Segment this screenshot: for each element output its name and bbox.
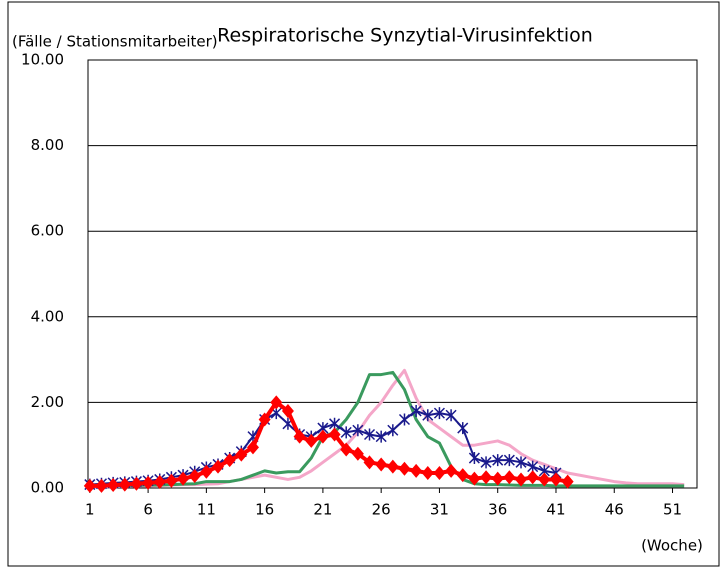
diamond-marker [107, 478, 120, 493]
diamond-marker [515, 472, 528, 487]
diamond-marker [328, 427, 341, 442]
star-marker [503, 454, 515, 467]
x-tick-label: 46 [605, 501, 624, 519]
y-tick-label: 4.00 [31, 307, 64, 325]
diamond-marker [456, 468, 469, 483]
diamond-marker [83, 478, 96, 493]
series-line [89, 370, 685, 488]
x-tick-label: 11 [197, 501, 216, 519]
diamond-marker [421, 466, 434, 481]
diamond-marker [270, 395, 283, 410]
diamond-marker [480, 470, 493, 485]
star-marker [410, 404, 422, 417]
diamond-marker [293, 429, 306, 444]
star-marker [480, 456, 492, 469]
diamond-marker [200, 464, 213, 479]
y-tick-label: 10.00 [21, 51, 64, 69]
diamond-marker [468, 471, 481, 486]
diamond-marker [363, 455, 376, 470]
diamond-marker [177, 471, 190, 486]
diamond-marker [223, 453, 236, 468]
y-tick-label: 0.00 [31, 479, 64, 497]
diamond-marker [386, 459, 399, 474]
diamond-marker [526, 470, 539, 485]
diamond-marker [212, 459, 225, 474]
y-axis-label: (Fälle / Stationsmitarbeiter) [12, 33, 218, 51]
diamond-marker [188, 469, 201, 484]
star-marker [515, 456, 527, 469]
star-marker [422, 409, 434, 422]
diamond-marker [142, 475, 155, 490]
x-tick-label: 1 [85, 501, 95, 519]
diamond-marker [235, 447, 248, 462]
diamond-marker [503, 470, 516, 485]
star-marker [363, 428, 376, 441]
x-tick-label: 51 [663, 501, 682, 519]
diamond-marker [340, 442, 353, 457]
plot-area [87, 59, 698, 489]
diamond-marker [410, 463, 423, 478]
diamond-marker [118, 477, 131, 492]
y-tick-label: 6.00 [31, 222, 64, 240]
diamond-marker [538, 472, 551, 487]
diamond-marker [130, 476, 143, 491]
diamond-marker [433, 466, 446, 481]
x-tick-label: 6 [143, 501, 153, 519]
x-tick-label: 31 [430, 501, 449, 519]
star-marker [398, 413, 411, 426]
star-marker [340, 426, 352, 439]
diamond-marker [153, 475, 166, 490]
diamond-marker [305, 433, 318, 448]
star-marker [457, 422, 469, 435]
star-marker [492, 454, 504, 467]
y-tick-label: 8.00 [31, 136, 64, 154]
star-marker [352, 424, 364, 437]
y-tick-label: 2.00 [31, 393, 64, 411]
x-tick-label: 26 [372, 501, 391, 519]
diamond-marker [316, 429, 329, 444]
diamond-marker [281, 403, 294, 418]
star-marker [387, 424, 399, 437]
star-marker [468, 452, 480, 465]
diamond-marker [491, 471, 504, 486]
diamond-marker [561, 474, 574, 489]
diamond-marker [351, 446, 364, 461]
x-tick-label: 21 [313, 501, 332, 519]
diamond-marker [549, 472, 562, 487]
chart-title: Respiratorische Synzytial-Virusinfektion [217, 25, 593, 47]
star-marker [445, 409, 457, 422]
x-tick-label: 36 [488, 501, 507, 519]
diamond-marker [398, 461, 411, 476]
star-marker [433, 407, 445, 420]
diamond-marker [165, 473, 178, 488]
star-marker [375, 430, 387, 443]
diamond-marker [258, 412, 271, 427]
x-axis-label: (Woche) [641, 537, 703, 555]
x-tick-label: 16 [255, 501, 274, 519]
diamond-marker [95, 478, 108, 493]
x-tick-label: 41 [546, 501, 565, 519]
diamond-marker [246, 440, 259, 455]
diamond-marker [375, 457, 388, 472]
diamond-marker [445, 463, 458, 478]
